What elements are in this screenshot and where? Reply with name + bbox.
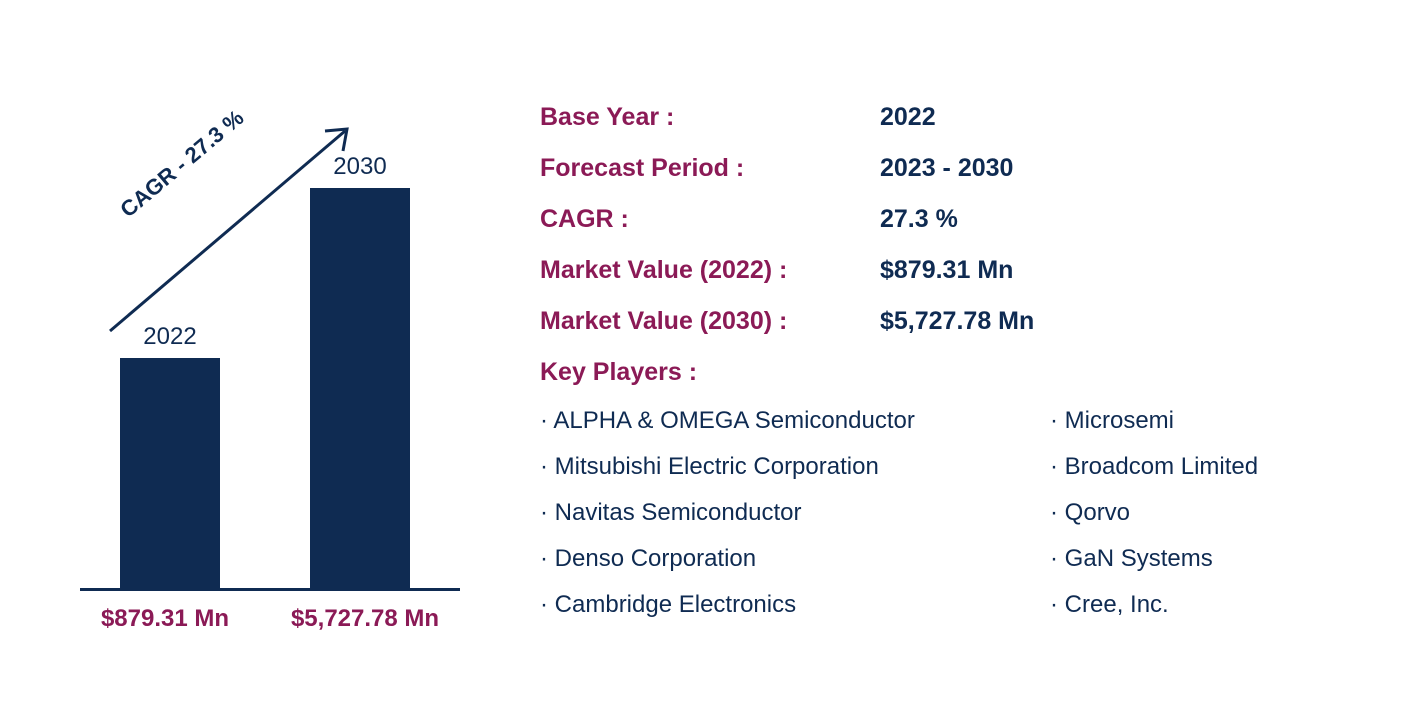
info-row-market-value-2022: Market Value (2022) : $879.31 Mn	[540, 256, 1363, 285]
info-row-cagr: CAGR : 27.3 %	[540, 205, 1363, 234]
player-item: Navitas Semiconductor	[540, 499, 1010, 527]
info-row-base-year: Base Year : 2022	[540, 103, 1363, 132]
bar-2022	[120, 358, 220, 588]
info-value: $5,727.78 Mn	[880, 307, 1034, 336]
players-grid: ALPHA & OMEGA Semiconductor Mitsubishi E…	[540, 407, 1363, 619]
chart-section: 2022 $879.31 Mn 2030 $5,727.78 Mn CAGR -…	[50, 61, 480, 651]
info-label: Base Year :	[540, 103, 880, 132]
info-row-forecast-period: Forecast Period : 2023 - 2030	[540, 154, 1363, 183]
player-item: Cambridge Electronics	[540, 591, 1010, 619]
player-item: Cree, Inc.	[1050, 591, 1258, 619]
player-item: Mitsubishi Electric Corporation	[540, 453, 1010, 481]
players-column-1: ALPHA & OMEGA Semiconductor Mitsubishi E…	[540, 407, 1010, 619]
players-column-2: Microsemi Broadcom Limited Qorvo GaN Sys…	[1050, 407, 1258, 619]
info-value: 2023 - 2030	[880, 154, 1013, 183]
info-section: Base Year : 2022 Forecast Period : 2023 …	[480, 93, 1363, 619]
growth-arrow-icon	[100, 121, 360, 341]
player-item: ALPHA & OMEGA Semiconductor	[540, 407, 1010, 435]
player-item: Qorvo	[1050, 499, 1258, 527]
player-item: Broadcom Limited	[1050, 453, 1258, 481]
player-item: GaN Systems	[1050, 545, 1258, 573]
bar-2030-value-label: $5,727.78 Mn	[265, 605, 465, 633]
player-item: Microsemi	[1050, 407, 1258, 435]
info-label: Forecast Period :	[540, 154, 880, 183]
player-item: Denso Corporation	[540, 545, 1010, 573]
key-players-label: Key Players :	[540, 358, 1363, 387]
chart-baseline	[80, 588, 460, 591]
info-value: 2022	[880, 103, 936, 132]
info-label: Market Value (2030) :	[540, 307, 880, 336]
info-label: Market Value (2022) :	[540, 256, 880, 285]
info-label: CAGR :	[540, 205, 880, 234]
info-value: $879.31 Mn	[880, 256, 1013, 285]
chart-area: 2022 $879.31 Mn 2030 $5,727.78 Mn CAGR -…	[80, 111, 460, 591]
info-row-market-value-2030: Market Value (2030) : $5,727.78 Mn	[540, 307, 1363, 336]
bar-2022-value-label: $879.31 Mn	[65, 605, 265, 633]
info-value: 27.3 %	[880, 205, 958, 234]
